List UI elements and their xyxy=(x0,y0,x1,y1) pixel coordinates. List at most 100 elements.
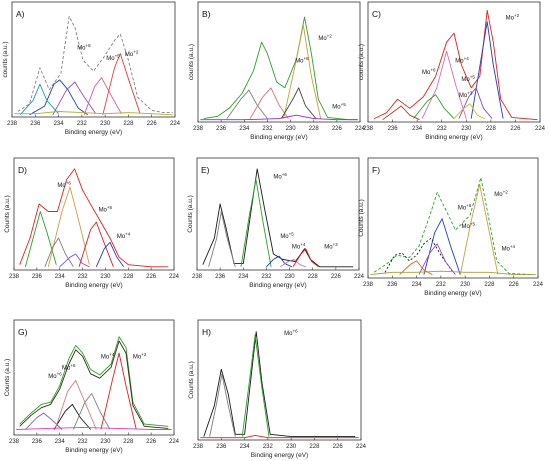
plot-frame xyxy=(197,1,361,123)
series-line xyxy=(470,21,504,119)
panel-label: E) xyxy=(201,165,210,175)
series-line xyxy=(280,258,306,268)
series-line xyxy=(370,270,536,276)
chart-panel: 238 236 234 232 230 228 226 224 Binding energy (… xyxy=(358,1,546,141)
series-line xyxy=(19,168,169,268)
panel-label: B) xyxy=(202,9,211,19)
series-line xyxy=(53,403,91,430)
series-line xyxy=(266,255,293,268)
peak-label: Mo+2 xyxy=(318,33,332,42)
series-line xyxy=(44,237,74,268)
x-tick-label: 224 xyxy=(169,274,180,280)
x-tick-label: 230 xyxy=(100,121,111,127)
peak-label: Mo+5 xyxy=(62,363,76,372)
plot-frame xyxy=(197,319,362,441)
x-tick-label: 224 xyxy=(170,121,181,127)
x-tick-label: 228 xyxy=(484,282,495,288)
peak-label: Mo+6 xyxy=(48,372,62,381)
x-tick-label: 226 xyxy=(146,439,157,445)
chart-panel: 238 236 234 232 230 228 226 224 Binding energy (… xyxy=(4,319,180,454)
panel-label: C) xyxy=(372,9,381,19)
x-tick-label: 236 xyxy=(215,274,226,280)
peak-label: Mo+5 xyxy=(99,205,113,214)
y-axis-label: Counts (a.u.) xyxy=(4,195,11,233)
series-line xyxy=(78,221,114,267)
x-tick-label: 238 xyxy=(9,439,20,445)
plot-frame xyxy=(13,157,175,271)
x-tick-label: 226 xyxy=(331,274,342,280)
y-axis-label: Counts (a.u.) xyxy=(358,199,365,237)
peak-label: Mo+6 xyxy=(284,329,298,338)
x-tick-label: 236 xyxy=(32,274,43,280)
chart-panel: 238 236 234 232 230 228 226 224 Binding energy (… xyxy=(358,157,544,297)
series-line xyxy=(14,111,173,116)
peak-label: Mo+5 xyxy=(462,221,476,230)
x-tick-label: 232 xyxy=(263,444,274,450)
x-tick-label: 234 xyxy=(54,121,65,127)
chart-panel: 238 236 234 232 230 228 226 224 Binding energy (… xyxy=(188,319,367,459)
panel-label: A) xyxy=(16,9,25,19)
series-line xyxy=(292,248,319,268)
peak-label: Mo+5 xyxy=(461,74,475,83)
peak-label: Mo+4 xyxy=(502,244,516,253)
x-tick-label: 236 xyxy=(32,439,43,445)
series-line xyxy=(458,87,493,119)
x-axis-label: Binding energy (eV) xyxy=(65,282,122,289)
series-line xyxy=(226,89,268,119)
series-line xyxy=(208,211,236,267)
series-line xyxy=(19,83,59,116)
x-tick-label: 224 xyxy=(169,439,180,445)
x-axis-label: Binding energy (eV) xyxy=(250,134,307,141)
x-axis-label: Binding energy (eV) xyxy=(424,290,481,297)
plot-frame xyxy=(367,1,541,123)
peak-label: Mo+5 xyxy=(106,54,120,63)
x-tick-label: 234 xyxy=(55,439,66,445)
panel-label: H) xyxy=(202,327,211,337)
x-tick-label: 234 xyxy=(240,444,251,450)
x-tick-label: 224 xyxy=(535,126,546,132)
x-tick-label: 224 xyxy=(356,444,367,450)
peak-label: Mo+2 xyxy=(125,49,139,58)
chart-panel: 238 236 234 232 230 228 226 224 Binding energy (… xyxy=(2,1,181,136)
x-tick-label: 232 xyxy=(437,126,448,132)
peak-label: Mo+6 xyxy=(273,172,287,181)
x-tick-label: 228 xyxy=(123,274,134,280)
series-line xyxy=(29,79,88,116)
peak-label: Mo+6 xyxy=(422,68,436,77)
series-line xyxy=(25,412,63,430)
x-tick-label: 230 xyxy=(461,126,472,132)
series-line xyxy=(54,379,97,430)
peak-label: Mo+6 xyxy=(57,181,71,190)
series-line xyxy=(19,340,169,429)
series-line xyxy=(72,393,111,430)
x-tick-label: 224 xyxy=(533,282,544,288)
x-tick-label: 232 xyxy=(262,126,273,132)
x-tick-label: 232 xyxy=(77,121,88,127)
x-tick-label: 236 xyxy=(216,444,227,450)
series-line xyxy=(95,241,125,268)
x-tick-label: 238 xyxy=(193,126,204,132)
series-line xyxy=(59,253,90,268)
x-tick-label: 228 xyxy=(309,444,320,450)
x-tick-label: 226 xyxy=(510,126,521,132)
series-line xyxy=(47,186,90,267)
peak-label: Mo+4 xyxy=(292,242,306,251)
y-axis-label: counts (a.u.) xyxy=(188,44,195,80)
chart-panel: 238 236 234 232 230 228 226 224 Binding energy (… xyxy=(188,1,366,141)
series-line xyxy=(203,331,356,438)
series-line xyxy=(423,218,461,275)
x-tick-label: 232 xyxy=(78,274,89,280)
x-tick-label: 236 xyxy=(388,126,399,132)
series-line xyxy=(83,77,122,115)
x-tick-label: 224 xyxy=(355,126,366,132)
x-tick-label: 224 xyxy=(354,274,365,280)
series-line xyxy=(16,426,172,430)
x-tick-label: 234 xyxy=(412,282,423,288)
x-tick-label: 230 xyxy=(285,274,296,280)
x-tick-label: 234 xyxy=(412,126,423,132)
x-tick-label: 226 xyxy=(509,282,520,288)
x-axis-label: Binding energy (eV) xyxy=(65,447,122,454)
series-line xyxy=(418,243,456,275)
y-axis-label: Counts (a.u.) xyxy=(187,195,194,233)
series-line xyxy=(280,87,317,119)
